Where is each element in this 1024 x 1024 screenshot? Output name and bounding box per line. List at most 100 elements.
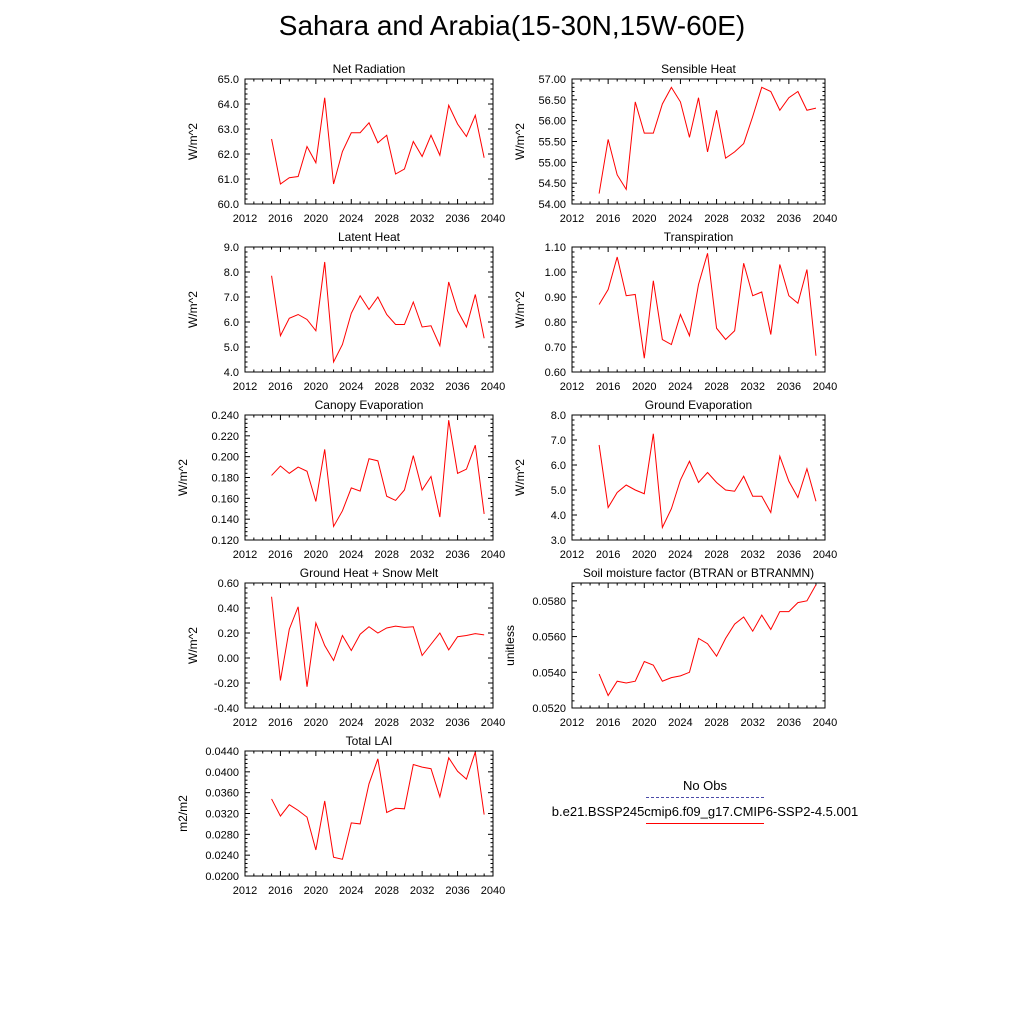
x-tick-label: 2020	[632, 213, 656, 225]
y-tick-label: -0.40	[214, 703, 239, 715]
x-tick-label: 2036	[777, 549, 801, 561]
series-line	[271, 97, 485, 185]
y-tick-label: 0.80	[545, 317, 566, 329]
y-tick-label: 0.140	[211, 514, 239, 526]
x-tick-label: 2012	[233, 549, 257, 561]
x-tick-label: 2028	[374, 381, 398, 393]
y-axis-label: W/m^2	[186, 291, 200, 328]
x-tick-label: 2040	[481, 213, 505, 225]
panel-title: Sensible Heat	[661, 62, 736, 76]
legend-obs-line	[646, 797, 764, 798]
plot-frame	[244, 582, 494, 709]
y-tick-label: 54.50	[538, 178, 566, 190]
x-tick-label: 2020	[632, 381, 656, 393]
panel-8: Soil moisture factor (BTRAN or BTRANMN) 2…	[503, 566, 837, 729]
y-tick-label: 0.90	[545, 292, 566, 304]
x-tick-label: 2028	[704, 549, 728, 561]
series-line	[271, 420, 485, 529]
plot-frame	[244, 414, 494, 541]
panel-title: Soil moisture factor (BTRAN or BTRANMN)	[583, 566, 814, 580]
y-tick-label: 0.0240	[205, 850, 239, 862]
y-tick-label: 0.120	[211, 535, 239, 547]
y-tick-label: 8.0	[224, 267, 239, 279]
y-tick-label: 0.240	[211, 410, 239, 422]
x-tick-label: 2032	[410, 717, 434, 729]
x-tick-label: 2012	[233, 381, 257, 393]
y-tick-label: 0.60	[218, 578, 239, 590]
y-tick-label: 0.0440	[205, 746, 239, 758]
series-line	[271, 261, 485, 364]
x-tick-label: 2020	[304, 381, 328, 393]
y-tick-label: 5.0	[551, 485, 566, 497]
y-axis-label: W/m^2	[176, 459, 190, 496]
x-tick-label: 2036	[777, 213, 801, 225]
panel-title: Net Radiation	[333, 62, 406, 76]
x-tick-label: 2040	[813, 717, 837, 729]
x-tick-label: 2020	[304, 717, 328, 729]
panel-title: Total LAI	[346, 734, 393, 748]
plot-frame	[571, 246, 826, 373]
y-axis-label: W/m^2	[186, 123, 200, 160]
y-tick-label: 4.0	[551, 510, 566, 522]
x-tick-label: 2032	[740, 381, 764, 393]
y-tick-label: 0.40	[218, 603, 239, 615]
x-tick-label: 2020	[632, 717, 656, 729]
x-tick-label: 2036	[445, 549, 469, 561]
series-line	[271, 596, 485, 687]
y-tick-label: 0.60	[545, 367, 566, 379]
legend: No Obs b.e21.BSSP245cmip6.f09_g17.CMIP6-…	[530, 778, 880, 830]
y-tick-label: 61.0	[218, 174, 239, 186]
x-tick-label: 2012	[560, 717, 584, 729]
panel-4: Transpiration 2012 2016 2020 2024 2028 2032 203…	[513, 230, 837, 393]
x-tick-label: 2036	[777, 717, 801, 729]
y-tick-label: 8.0	[551, 410, 566, 422]
y-tick-label: 56.50	[538, 95, 566, 107]
x-tick-label: 2012	[233, 717, 257, 729]
x-tick-label: 2028	[374, 885, 398, 897]
y-tick-label: 0.0560	[532, 632, 566, 644]
legend-case-line	[646, 823, 764, 824]
x-tick-label: 2020	[304, 213, 328, 225]
x-tick-label: 2016	[596, 381, 620, 393]
panel-2: Sensible Heat 2012 2016 2020 2024 2028 2032 203…	[513, 62, 837, 225]
y-axis-label: unitless	[503, 625, 517, 666]
x-tick-label: 2024	[339, 549, 363, 561]
x-tick-label: 2028	[374, 213, 398, 225]
x-tick-label: 2024	[668, 717, 692, 729]
panel-title: Latent Heat	[338, 230, 401, 244]
y-tick-label: 1.10	[545, 242, 566, 254]
y-tick-label: 0.220	[211, 431, 239, 443]
y-tick-label: 0.0200	[205, 871, 239, 883]
y-tick-label: 9.0	[224, 242, 239, 254]
y-tick-label: 55.50	[538, 137, 566, 149]
y-tick-label: 0.00	[218, 653, 239, 665]
y-tick-label: 0.160	[211, 493, 239, 505]
y-tick-label: 0.70	[545, 342, 566, 354]
x-tick-label: 2016	[268, 381, 292, 393]
y-tick-label: 7.0	[551, 435, 566, 447]
plot-frame	[244, 78, 494, 205]
x-tick-label: 2024	[668, 549, 692, 561]
y-tick-label: 65.0	[218, 74, 239, 86]
x-tick-label: 2040	[481, 381, 505, 393]
x-tick-label: 2024	[339, 213, 363, 225]
x-tick-label: 2012	[560, 549, 584, 561]
x-tick-label: 2024	[668, 381, 692, 393]
panel-9: Total LAI 2012 2016 2020 2024 2028 2032 2036 204…	[176, 734, 505, 897]
panel-title: Ground Heat + Snow Melt	[300, 566, 439, 580]
y-axis-label: W/m^2	[513, 291, 527, 328]
x-tick-label: 2012	[233, 885, 257, 897]
y-tick-label: 0.0520	[532, 703, 566, 715]
y-tick-label: 55.00	[538, 157, 566, 169]
x-tick-label: 2020	[632, 549, 656, 561]
panel-7: Ground Heat + Snow Melt 2012 2016 2020 2024 2…	[186, 566, 505, 729]
x-tick-label: 2028	[704, 717, 728, 729]
figure-title: Sahara and Arabia(15-30N,15W-60E)	[278, 10, 746, 41]
x-tick-label: 2032	[410, 549, 434, 561]
x-tick-label: 2040	[481, 885, 505, 897]
y-tick-label: 63.0	[218, 124, 239, 136]
y-tick-label: 56.00	[538, 116, 566, 128]
x-tick-label: 2040	[481, 717, 505, 729]
plot-frame	[571, 582, 826, 709]
